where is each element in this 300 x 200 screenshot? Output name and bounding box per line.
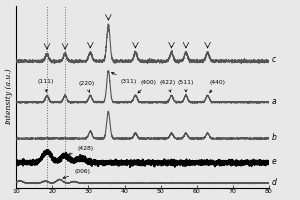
Text: (220): (220) xyxy=(79,81,95,92)
Y-axis label: Intensity (a.u.): Intensity (a.u.) xyxy=(6,68,14,125)
Text: b: b xyxy=(272,133,277,142)
Text: (422): (422) xyxy=(160,80,176,92)
Text: d: d xyxy=(272,178,277,187)
Text: (511): (511) xyxy=(178,80,194,92)
Text: e: e xyxy=(272,157,277,166)
Text: a: a xyxy=(272,97,276,106)
Text: (428): (428) xyxy=(68,146,94,155)
Text: (111): (111) xyxy=(37,79,53,92)
Text: (006): (006) xyxy=(63,169,90,179)
Text: c: c xyxy=(272,55,276,64)
Text: (400): (400) xyxy=(138,80,157,93)
Text: (440): (440) xyxy=(209,80,225,93)
Text: (311): (311) xyxy=(112,72,137,84)
